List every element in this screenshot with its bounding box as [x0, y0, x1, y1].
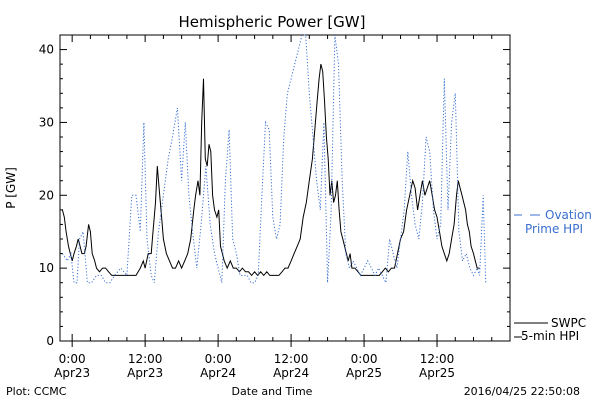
legend-label-swpc-line1: SWPC [551, 316, 586, 330]
plot-frame [59, 34, 511, 342]
x-axis-label: Date and Time [232, 385, 313, 398]
y-axis: 0 10 20 30 40 [39, 43, 510, 348]
y-tick-label: 20 [39, 188, 54, 202]
footer-timestamp: 2016/04/25 22:50:08 [464, 385, 580, 398]
series-line-ovation-prime [61, 34, 487, 285]
x-tick-label-time: 12:00 [274, 352, 309, 366]
series-line-swpc [61, 63, 480, 277]
x-axis: 0:00Apr2312:00Apr230:00Apr2412:00Apr240:… [54, 35, 493, 380]
x-tick-label-time: 12:00 [420, 352, 455, 366]
y-axis-label: P [GW] [4, 167, 18, 209]
x-tick-label-day: Apr25 [419, 366, 455, 380]
y-tick-label: 30 [39, 115, 54, 129]
x-tick-label-day: Apr25 [346, 366, 382, 380]
y-tick-label: 40 [39, 43, 54, 57]
footer-plot-credit: Plot: CCMC [6, 385, 67, 398]
series-group [61, 34, 487, 285]
x-tick-label-day: Apr24 [273, 366, 309, 380]
y-tick-label: 10 [39, 261, 54, 275]
x-tick-label-day: Apr23 [127, 366, 163, 380]
x-tick-label-time: 12:00 [128, 352, 163, 366]
legend-label-swpc-line2: 5-min HPI [521, 329, 579, 343]
x-tick-label-time: 0:00 [59, 352, 86, 366]
y-tick-label: 0 [46, 334, 54, 348]
x-tick-label-time: 0:00 [351, 352, 378, 366]
legend-label-ovation-line1: Ovation [545, 208, 592, 222]
chart-title: Hemispheric Power [GW] [179, 13, 366, 31]
x-tick-label-day: Apr23 [54, 366, 90, 380]
x-tick-label-time: 0:00 [205, 352, 232, 366]
legend-label-ovation-line2: Prime HPI [525, 222, 583, 236]
x-tick-label-day: Apr24 [200, 366, 236, 380]
